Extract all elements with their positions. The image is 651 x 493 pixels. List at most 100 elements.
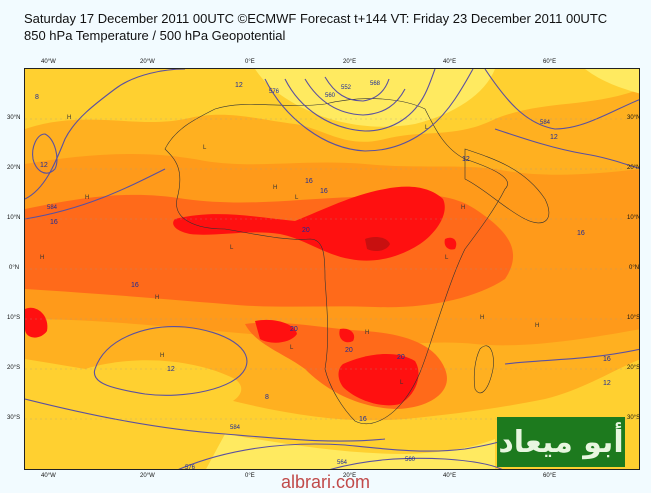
contour-576 [264,69,474,152]
contour-576-south [178,428,526,469]
lat-tick-right: 0°N [629,265,640,271]
temp-band-8-south [206,434,495,469]
temp-label: 20 [290,326,298,333]
temp-label: 16 [50,219,58,226]
marker: H [160,353,164,359]
marker: H [67,115,71,121]
temp-band-12-sw [85,360,242,414]
lat-tick-left: 10°N [7,215,21,221]
lat-tick-left: 30°N [7,115,21,121]
forecast-title: Saturday 17 December 2011 00UTC ©ECMWF F… [24,11,608,26]
lon-tick-top: 0°E [245,59,255,65]
marker: H [480,315,484,321]
lon-tick-top: 40°E [443,59,457,65]
geo-label: 576 [269,89,280,95]
marker: L [295,195,299,201]
lon-tick-bottom: 20°W [140,473,155,479]
marker: L [400,380,404,386]
temp-label: 8 [265,394,269,401]
africa-coastline [164,98,508,425]
lat-tick-left: 30°S [7,415,21,421]
geo-label: 560 [405,457,416,463]
temp-label: 16 [603,356,611,363]
contour-closed-west [32,133,58,174]
marker: H [273,185,277,191]
marker: L [230,245,234,251]
lat-tick-right: 30°S [627,415,641,421]
arabia-coastline [464,148,550,224]
marker: L [445,255,449,261]
lon-tick-top: 20°W [140,59,155,65]
temp-label: 20 [345,347,353,354]
lon-tick-bottom: 0°E [245,473,255,479]
temp-label: 16 [131,282,139,289]
temperature-field: 12 12 16 16 20 20 20 16 16 12 12 8 12 16… [25,69,639,469]
contour-584-arabia [494,128,639,169]
lat-tick-left: 20°S [7,365,21,371]
geopotential-labels: 552 560 576 584 584 584 564 568 560 576 [47,81,551,469]
madagascar-coastline [473,345,494,394]
contour-584-west [25,69,186,200]
temp-label: 12 [235,82,243,89]
geo-label: 552 [341,85,352,91]
lat-tick-right: 20°N [627,165,641,171]
lat-tick-right: 10°N [627,215,641,221]
marker: H [85,195,89,201]
contour-552 [324,76,390,102]
contour-584-mid [25,168,166,220]
temp-label: 12 [603,380,611,387]
marker: L [425,125,429,131]
pressure-markers: H L H H L L H L L H H L H H L H H [40,115,539,386]
temperature-labels: 12 12 16 16 20 20 20 16 16 12 12 8 12 16… [35,82,611,423]
geo-label: 584 [230,425,241,431]
lat-tick-right: 20°S [627,365,641,371]
temp-core-24-east [444,237,457,250]
temp-label: 20 [397,354,405,361]
temp-core-24-west [25,307,48,338]
marker: H [155,295,159,301]
temp-label: 16 [577,230,585,237]
marker: H [40,255,44,261]
site-watermark: albrari.com [280,472,371,492]
temp-core-24-zambia [339,328,355,343]
lon-tick-bottom: 20°E [343,473,357,479]
temp-core-24-angola [255,319,297,343]
fields-subtitle: 850 hPa Temperature / 500 hPa Geopotenti… [24,28,286,43]
geo-label: 568 [370,81,381,87]
geo-label: 564 [337,460,348,466]
temp-label: 12 [550,134,558,141]
geo-label: 584 [540,120,551,126]
geo-label: 560 [325,93,336,99]
temp-band-8-north [255,69,495,127]
marker: L [203,145,207,151]
temp-band-12-south [25,359,639,469]
temp-core-24-south [338,353,419,406]
lon-tick-top: 20°E [343,59,357,65]
marker: H [365,330,369,336]
temp-label: 12 [462,156,470,163]
lon-tick-top: 40°W [41,59,56,65]
contour-584-south [25,398,386,442]
geopotential-contours [25,69,639,469]
temp-label: 16 [359,416,367,423]
lat-tick-right: 10°S [627,315,641,321]
contour-560 [304,78,406,116]
marker: H [461,205,465,211]
lon-tick-top: 60°E [543,59,557,65]
lon-tick-bottom: 40°E [443,473,457,479]
contour-568 [284,69,436,132]
temp-label: 20 [302,227,310,234]
contour-584-east [484,69,639,130]
contour-564-south [330,457,503,469]
lat-tick-left: 10°S [7,315,21,321]
marker: H [535,323,539,329]
temp-label: 16 [320,188,328,195]
geo-label: 584 [47,205,58,211]
watermark-badge: أبو ميعاد [497,417,625,467]
lon-tick-bottom: 60°E [543,473,557,479]
temp-core-28 [365,236,390,252]
lat-tick-left: 0°N [9,265,20,271]
temp-band-8-ne [585,69,639,94]
map-header: Saturday 17 December 2011 00UTC ©ECMWF F… [24,10,607,44]
contour-584-se [504,348,639,365]
